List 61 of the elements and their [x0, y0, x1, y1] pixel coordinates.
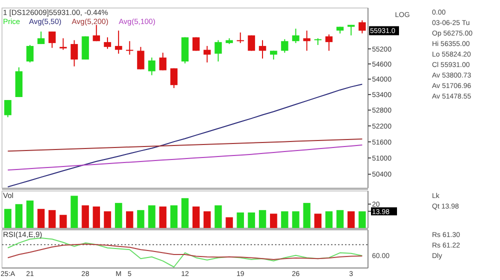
bar	[137, 210, 144, 228]
bar	[170, 205, 178, 228]
candlestick	[92, 24, 100, 42]
candlestick	[204, 45, 211, 63]
bar	[336, 210, 344, 228]
candlestick	[114, 30, 122, 54]
bar	[214, 205, 222, 228]
candlestick	[258, 40, 266, 60]
bar	[114, 202, 122, 228]
candlestick	[236, 32, 244, 44]
candlestick	[26, 44, 34, 63]
candlestick	[358, 20, 366, 34]
candlestick	[104, 36, 112, 50]
bar	[314, 214, 322, 228]
bar	[15, 204, 22, 228]
candlestick	[214, 40, 222, 62]
candlestick	[148, 57, 156, 76]
bar	[204, 211, 211, 228]
candlestick	[192, 36, 200, 52]
candlestick	[325, 34, 333, 52]
candlestick	[4, 100, 12, 118]
candlestick	[60, 38, 67, 50]
bar	[181, 198, 189, 228]
candlestick	[292, 28, 300, 44]
bar	[270, 214, 278, 228]
bar	[325, 211, 333, 228]
candlestick	[137, 46, 144, 70]
bar	[60, 214, 67, 228]
bar	[104, 211, 112, 228]
bar	[159, 206, 166, 228]
candlestick	[159, 52, 166, 71]
candlestick	[126, 40, 134, 56]
candlestick	[170, 68, 178, 89]
bar	[26, 200, 34, 228]
bar	[82, 205, 89, 228]
bar	[281, 211, 288, 228]
candlestick	[281, 38, 288, 54]
candlestick	[248, 34, 256, 52]
bar	[348, 211, 355, 228]
bar	[358, 211, 366, 228]
candlestick	[37, 31, 45, 45]
line-series	[7, 138, 363, 152]
bar	[48, 210, 56, 228]
bar	[37, 208, 45, 228]
candlestick	[303, 30, 310, 52]
bar	[92, 206, 100, 228]
candlestick	[48, 31, 56, 48]
bar	[258, 210, 266, 228]
bar	[248, 212, 256, 228]
bar	[70, 196, 78, 228]
bar	[236, 212, 244, 228]
line-series	[7, 144, 363, 171]
line-series	[7, 84, 363, 188]
bar	[303, 202, 310, 228]
bar	[192, 206, 200, 228]
bar	[226, 217, 233, 228]
bar	[126, 211, 134, 228]
bar	[292, 211, 300, 228]
candlestick	[70, 40, 78, 67]
bar	[4, 208, 12, 228]
bar	[148, 205, 156, 228]
